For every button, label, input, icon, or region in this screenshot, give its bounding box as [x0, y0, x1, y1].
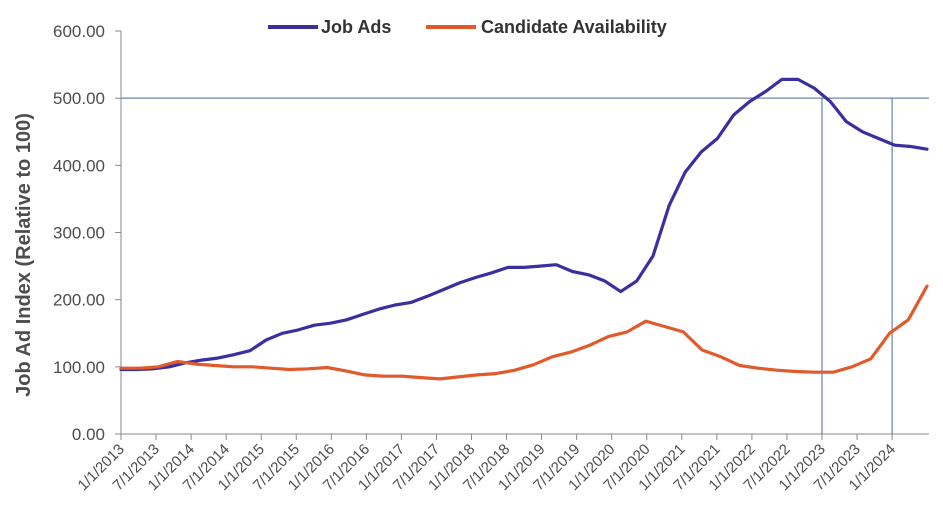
legend: Job Ads Candidate Availability	[268, 17, 667, 37]
series-lines	[119, 77, 929, 381]
y-tick-label: 300.00	[53, 224, 105, 243]
y-tick-label: 0.00	[72, 425, 105, 444]
y-tick-label: 400.00	[53, 156, 105, 175]
reference-lines	[121, 97, 929, 434]
y-tick-label: 200.00	[53, 291, 105, 310]
series-line-job-ads	[119, 77, 929, 372]
y-tick-label: 100.00	[53, 358, 105, 377]
legend-label-job-ads: Job Ads	[321, 17, 391, 37]
y-tick-label: 500.00	[53, 89, 105, 108]
series-line-candidate-availability	[119, 284, 929, 381]
axes: 0.00 100.00 200.00 300.00 400.00 500.00 600.00…	[53, 22, 929, 494]
y-tick-label: 600.00	[53, 22, 105, 41]
y-axis-label: Job Ad Index (Relative to 100)	[13, 113, 35, 397]
legend-label-candidate-availability: Candidate Availability	[481, 17, 667, 37]
